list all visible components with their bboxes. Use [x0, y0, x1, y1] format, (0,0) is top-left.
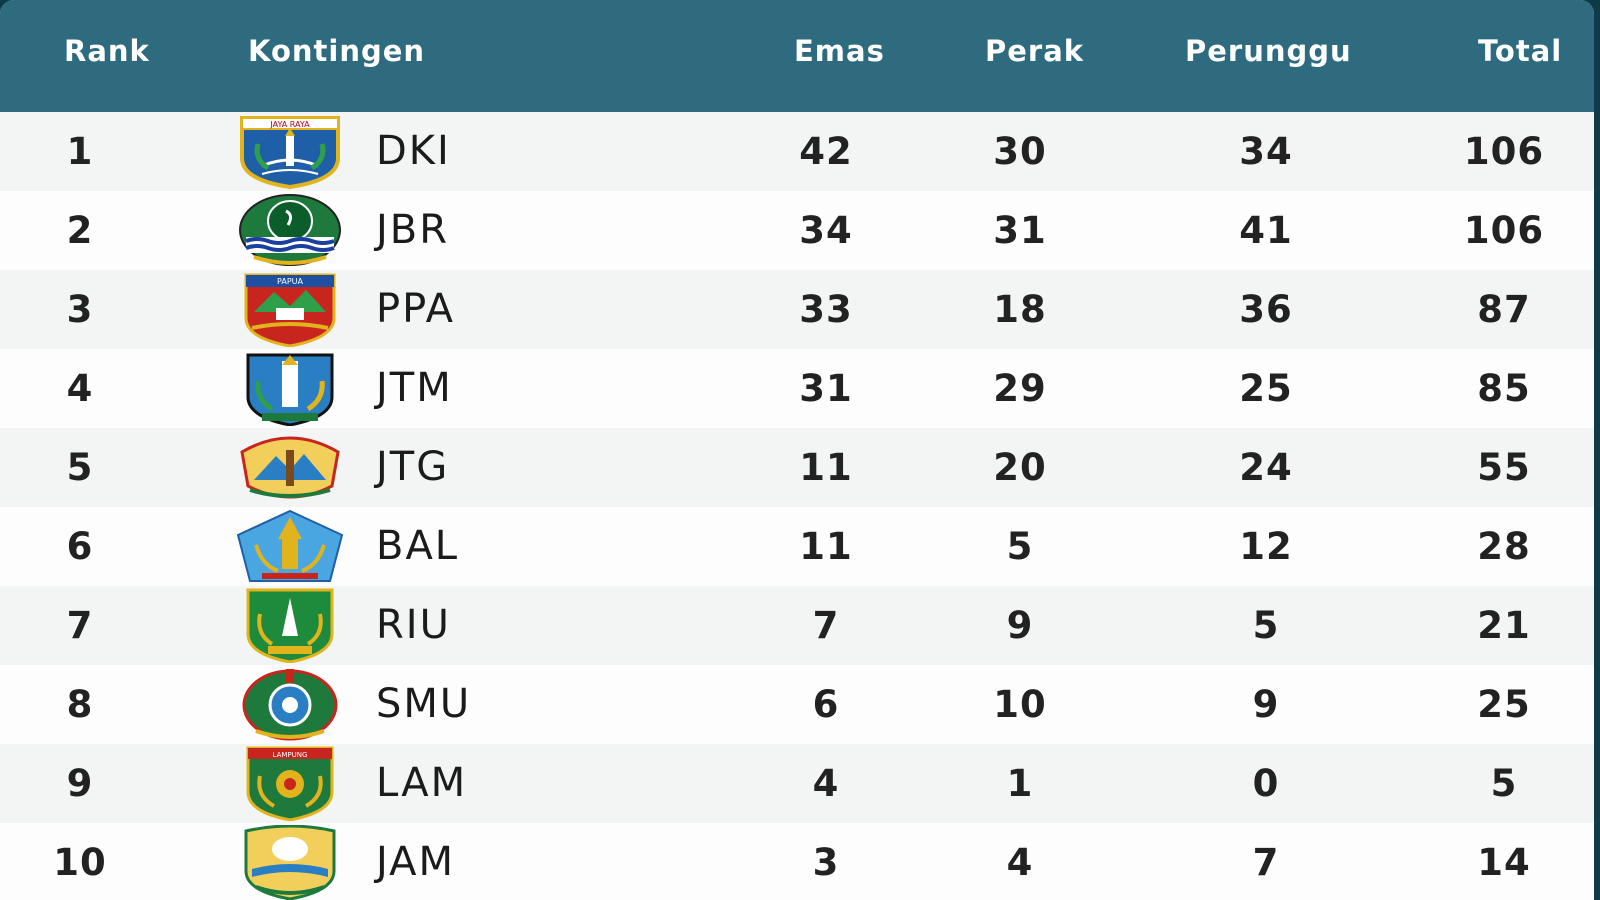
svg-text:PAPUA: PAPUA — [277, 277, 303, 286]
kontingen-code: DKI — [376, 128, 451, 174]
kontingen-code: RIU — [376, 602, 451, 648]
table-row: 9 LAMPUNG LAM 4 1 0 5 — [0, 744, 1594, 824]
kontingen-code: JTM — [376, 365, 453, 411]
kontingen-code: BAL — [376, 523, 460, 569]
perunggu-cell: 0 — [1252, 762, 1280, 805]
perunggu-cell: 7 — [1252, 841, 1280, 884]
table-row: 1 JAYA RAYA DKI 42 30 34 106 — [0, 112, 1594, 192]
perak-cell: 1 — [1006, 762, 1034, 805]
header-kontingen[interactable]: Kontingen — [248, 34, 426, 68]
perunggu-cell: 12 — [1239, 525, 1293, 568]
emas-cell: 6 — [812, 683, 840, 726]
perak-cell: 29 — [993, 367, 1047, 410]
header-emas[interactable]: Emas — [794, 34, 885, 68]
total-cell: 21 — [1477, 604, 1531, 647]
perak-cell: 30 — [993, 130, 1047, 173]
perunggu-cell: 24 — [1239, 446, 1293, 489]
rank-cell: 3 — [66, 288, 94, 331]
total-cell: 106 — [1463, 209, 1545, 252]
bali-emblem-icon — [232, 509, 348, 584]
total-cell: 28 — [1477, 525, 1531, 568]
rank-cell: 2 — [66, 209, 94, 252]
perak-cell: 4 — [1006, 841, 1034, 884]
emas-cell: 42 — [799, 130, 853, 173]
rank-cell: 10 — [53, 841, 107, 884]
perunggu-cell: 41 — [1239, 209, 1293, 252]
perak-cell: 18 — [993, 288, 1047, 331]
kontingen-code: SMU — [376, 681, 472, 727]
table-row: 8 SMU 6 10 9 25 — [0, 665, 1594, 745]
table-row: 4 JTM 31 29 25 85 — [0, 349, 1594, 429]
perunggu-cell: 25 — [1239, 367, 1293, 410]
rank-cell: 7 — [66, 604, 94, 647]
kontingen-code: JTG — [376, 444, 450, 490]
perak-cell: 9 — [1006, 604, 1034, 647]
emas-cell: 11 — [799, 446, 853, 489]
emas-cell: 31 — [799, 367, 853, 410]
kontingen-code: PPA — [376, 286, 456, 332]
total-cell: 5 — [1490, 762, 1518, 805]
rank-cell: 5 — [66, 446, 94, 489]
svg-text:LAMPUNG: LAMPUNG — [273, 751, 308, 759]
perunggu-cell: 36 — [1239, 288, 1293, 331]
jambi-emblem-icon — [232, 825, 348, 900]
table-header: Rank Kontingen Emas Perak Perunggu Total — [0, 0, 1594, 112]
perunggu-cell: 5 — [1252, 604, 1280, 647]
riau-emblem-icon — [232, 588, 348, 663]
table-row: 5 JTG 11 20 24 55 — [0, 428, 1594, 508]
total-cell: 14 — [1477, 841, 1531, 884]
rank-cell: 6 — [66, 525, 94, 568]
table-row: 3 PAPUA PPA 33 18 36 87 — [0, 270, 1594, 350]
kontingen-code: JBR — [376, 207, 450, 253]
header-perak[interactable]: Perak — [985, 34, 1085, 68]
jawa-timur-emblem-icon — [232, 351, 348, 426]
header-perunggu[interactable]: Perunggu — [1185, 34, 1352, 68]
rank-cell: 9 — [66, 762, 94, 805]
rank-cell: 8 — [66, 683, 94, 726]
rank-cell: 1 — [66, 130, 94, 173]
total-cell: 55 — [1477, 446, 1531, 489]
total-cell: 106 — [1463, 130, 1545, 173]
total-cell: 85 — [1477, 367, 1531, 410]
header-rank[interactable]: Rank — [64, 34, 150, 68]
lampung-emblem-icon: LAMPUNG — [232, 746, 348, 821]
emas-cell: 34 — [799, 209, 853, 252]
table-row: 2 JBR 34 31 41 106 — [0, 191, 1594, 271]
emas-cell: 33 — [799, 288, 853, 331]
header-total[interactable]: Total — [1478, 34, 1563, 68]
sumatera-utara-emblem-icon — [232, 667, 348, 742]
table-row: 10 JAM 3 4 7 14 — [0, 823, 1594, 900]
emas-cell: 7 — [812, 604, 840, 647]
emas-cell: 11 — [799, 525, 853, 568]
table-row: 6 BAL 11 5 12 28 — [0, 507, 1594, 587]
emas-cell: 3 — [812, 841, 840, 884]
perak-cell: 31 — [993, 209, 1047, 252]
svg-text:JAYA RAYA: JAYA RAYA — [269, 120, 310, 129]
kontingen-code: LAM — [376, 760, 468, 806]
jawa-tengah-emblem-icon — [232, 430, 348, 505]
rank-cell: 4 — [66, 367, 94, 410]
total-cell: 87 — [1477, 288, 1531, 331]
jawa-barat-emblem-icon — [232, 193, 348, 268]
perak-cell: 5 — [1006, 525, 1034, 568]
perak-cell: 20 — [993, 446, 1047, 489]
kontingen-code: JAM — [376, 839, 455, 885]
table-row: 7 RIU 7 9 5 21 — [0, 586, 1594, 666]
emas-cell: 4 — [812, 762, 840, 805]
perunggu-cell: 9 — [1252, 683, 1280, 726]
papua-emblem-icon: PAPUA — [232, 272, 348, 347]
perunggu-cell: 34 — [1239, 130, 1293, 173]
perak-cell: 10 — [993, 683, 1047, 726]
total-cell: 25 — [1477, 683, 1531, 726]
dki-jakarta-emblem-icon: JAYA RAYA — [232, 114, 348, 189]
